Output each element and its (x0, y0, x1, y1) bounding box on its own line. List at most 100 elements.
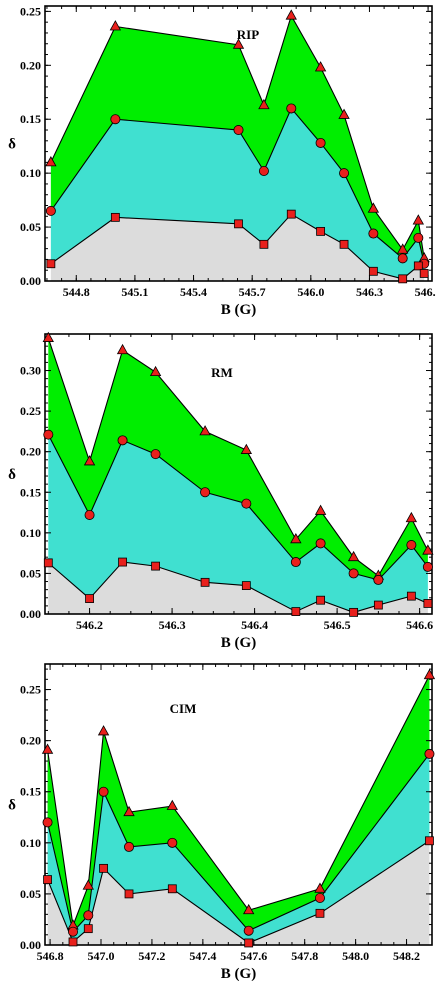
x-tick-label: 546.3 (356, 285, 383, 299)
circle-marker (68, 926, 79, 937)
triangle-marker (412, 214, 424, 225)
square-marker (339, 239, 349, 249)
x-tick-label: 544.8 (63, 285, 90, 299)
square-marker (413, 261, 423, 271)
x-tick-label: 547.6 (240, 949, 267, 963)
plot-area (47, 337, 429, 614)
x-tick-label: 546.4 (241, 618, 268, 632)
x-axis-label: B (G) (221, 966, 256, 981)
x-tick-label: 547.8 (291, 949, 318, 963)
y-tick-label: 0.00 (20, 938, 41, 952)
middle-band-area (48, 434, 428, 613)
square-marker (43, 558, 53, 568)
circle-marker (368, 228, 379, 239)
circle-marker (42, 817, 53, 828)
top-series-line (47, 337, 429, 577)
triangle-marker (338, 108, 350, 119)
square-marker (118, 557, 127, 567)
square-marker (406, 591, 416, 601)
circle-marker (98, 786, 109, 797)
panel-title: CIM (170, 701, 197, 716)
square-marker (244, 938, 254, 948)
x-tick-label: 545.7 (239, 285, 266, 299)
square-marker (200, 577, 210, 587)
square-marker (99, 863, 108, 873)
circle-marker (290, 557, 301, 568)
plot-area (47, 674, 430, 945)
triangle-marker (166, 799, 178, 810)
y-tick-label: 0.05 (20, 566, 41, 580)
triangle-marker (41, 743, 54, 754)
triangle-marker (423, 668, 436, 680)
square-marker (83, 924, 93, 934)
triangle-marker (83, 455, 96, 466)
y-tick-label: 0.15 (20, 785, 41, 799)
triangle-marker (97, 725, 110, 736)
y-tick-label: 0.30 (20, 364, 41, 378)
middle-band-area (50, 108, 425, 279)
triangle-marker (109, 20, 122, 31)
x-tick-label: 547.2 (138, 949, 165, 963)
y-tick-label: 0.15 (20, 485, 41, 499)
y-tick-label: 0.25 (20, 683, 41, 697)
circle-marker (83, 910, 94, 921)
circle-marker (241, 498, 252, 509)
y-tick-label: 0.05 (20, 220, 41, 234)
x-axis-label: B (G) (221, 635, 256, 651)
circle-marker (45, 205, 56, 216)
triangle-marker (290, 533, 302, 544)
square-marker (315, 908, 325, 918)
square-marker (46, 259, 56, 269)
triangle-marker (199, 425, 211, 436)
plot-frame (44, 333, 433, 615)
y-axis-label: δ (8, 798, 16, 814)
x-tick-label: 547.0 (88, 949, 115, 963)
circle-marker (110, 114, 121, 125)
square-marker (425, 836, 434, 846)
square-marker (234, 219, 243, 229)
markers (42, 331, 434, 617)
square-marker (349, 607, 359, 617)
x-tick-label: 545.1 (121, 285, 148, 299)
x-tick-label: 548.2 (393, 949, 420, 963)
y-tick-label: 0.10 (20, 526, 41, 540)
triangle-marker (258, 98, 270, 110)
markers (41, 668, 436, 948)
circle-marker (84, 509, 95, 520)
x-tick-label: 546.3 (159, 618, 186, 632)
triangle-marker (314, 882, 326, 893)
square-marker (316, 595, 326, 605)
triangle-marker (45, 156, 57, 167)
square-marker (398, 274, 408, 284)
square-marker (291, 607, 301, 616)
y-tick-label: 0.05 (20, 887, 41, 901)
y-tick-label: 0.10 (20, 836, 41, 850)
panel-title: RIP (237, 27, 259, 42)
y-tick-label: 0.10 (20, 166, 41, 180)
top-band-area (50, 15, 425, 264)
circle-marker (233, 125, 244, 136)
circle-marker (348, 568, 359, 579)
square-marker (316, 226, 325, 236)
square-marker (286, 209, 296, 219)
y-tick-label: 0.25 (20, 404, 41, 418)
circle-marker (117, 435, 128, 446)
x-tick-label: 546.8 (37, 949, 64, 963)
plot-frame (44, 5, 433, 282)
y-tick-label: 0.00 (20, 607, 41, 621)
chart-panel-cim: 546.8 547.0 547.2 547.4 547.6 547.8 548.0 548.2… (8, 663, 436, 981)
bottom-series-line (47, 561, 429, 613)
circle-marker (397, 253, 408, 264)
x-tick-label: 546.2 (76, 618, 103, 632)
circle-marker (314, 892, 325, 903)
square-marker (151, 561, 160, 571)
circle-marker (315, 538, 326, 549)
triangle-marker (347, 550, 360, 562)
circle-marker (424, 748, 435, 759)
plot-area (50, 14, 425, 281)
square-marker (423, 599, 433, 608)
x-tick-label: 546.6 (415, 285, 436, 299)
y-tick-label: 0.15 (20, 112, 41, 126)
bottom-band-area (48, 562, 428, 614)
square-marker (368, 266, 378, 276)
